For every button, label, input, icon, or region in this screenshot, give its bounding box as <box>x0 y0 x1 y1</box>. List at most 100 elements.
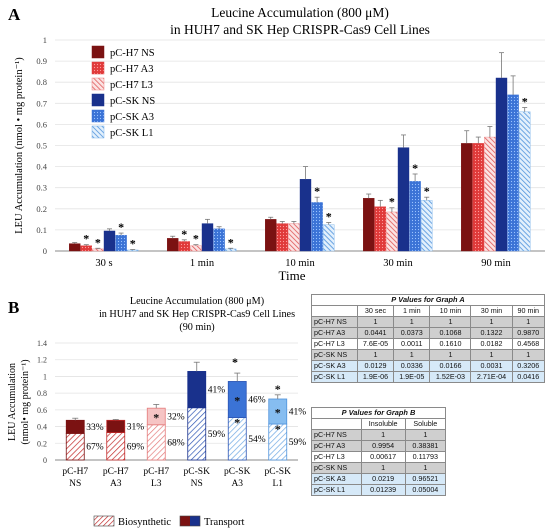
legend-swatch <box>91 61 105 75</box>
p-value-cell: 1 <box>511 316 546 328</box>
y-tick-label: 0.1 <box>36 225 47 235</box>
bar-biosynthetic <box>106 432 126 461</box>
legend-label: pC-SK A3 <box>110 112 154 123</box>
significance-star: * <box>314 184 320 198</box>
bar-pc-sk-a3 <box>115 234 127 252</box>
p-values-table-b: P Values for Graph B Insoluble Soluble pC-… <box>311 407 447 496</box>
transport-percent-label: 33% <box>86 423 104 433</box>
table-header-row: Insoluble Soluble <box>311 418 447 430</box>
legend-label: pC-H7 NS <box>110 48 155 59</box>
legend-swatch <box>91 93 105 107</box>
p-value-cell: 1 <box>429 316 472 328</box>
p-value-cell: 1 <box>470 349 513 361</box>
column-header: 10 min <box>429 305 472 317</box>
p-value-cell: 0.05004 <box>404 484 447 496</box>
p-value-cell: 0.0031 <box>470 360 513 372</box>
y-tick-label: 0.8 <box>36 77 47 87</box>
bar-pc-h7-l3 <box>288 223 300 252</box>
row-label: pC-H7 L3 <box>311 451 362 463</box>
bar-pc-sk-a3 <box>311 202 323 252</box>
p-value-cell: 0.0219 <box>360 473 406 485</box>
p-value-cell: 2.71E-04 <box>470 371 513 383</box>
x-tick-label-line-1: pC-SK <box>224 467 251 477</box>
column-header: 30 sec <box>356 305 395 317</box>
x-tick-label-line-2: A3 <box>110 479 122 489</box>
column-header <box>311 418 362 430</box>
p-value-cell: 1 <box>356 316 395 328</box>
transport-percent-label: 32% <box>167 412 185 422</box>
table-row: pC-SK A3 0.0219 0.96521 <box>311 473 447 485</box>
legend-swatch-transport <box>179 515 201 527</box>
y-axis-title-line-2: (nmol• mg protein⁻¹) <box>20 359 31 444</box>
bar-pc-h7-a3 <box>178 241 191 252</box>
p-value-cell: 0.1068 <box>429 327 472 339</box>
transport-percent-label: 41% <box>289 407 307 417</box>
bar-pc-sk-l1 <box>519 111 531 252</box>
p-value-cell: 0.01239 <box>360 484 406 496</box>
x-tick-label-line-1: pC-H7 <box>103 467 129 477</box>
row-label: pC-SK A3 <box>311 360 358 372</box>
panel-letter-b: B <box>8 298 19 317</box>
y-tick-label: 0.2 <box>36 204 47 214</box>
table-a-caption: P Values for Graph A <box>311 294 545 306</box>
y-tick-label: 1.2 <box>37 356 47 365</box>
significance-star: * <box>118 220 124 234</box>
table-row: pC-H7 L3 0.00617 0.11793 <box>311 451 447 463</box>
transport-percent-label: 31% <box>127 422 145 432</box>
y-tick-label: 0.7 <box>36 98 47 108</box>
bar-pc-h7-ns <box>68 243 81 252</box>
table-row: pC-SK L1 1.9E-06 1.9E-05 1.52E-03 2.71E-04 0.… <box>311 371 546 383</box>
table-row: pC-SK NS 1 1 <box>311 462 447 474</box>
bar-pc-h7-a3 <box>472 143 484 252</box>
legend-swatch <box>91 125 105 139</box>
bar-pc-h7-ns <box>166 238 179 252</box>
p-value-cell: 1.52E-03 <box>429 371 472 383</box>
x-tick-label: 30 s <box>95 258 112 269</box>
table-row: pC-SK L1 0.01239 0.05004 <box>311 484 447 496</box>
y-tick-label: 0 <box>43 246 47 256</box>
p-value-cell: 1 <box>404 462 447 474</box>
row-label: pC-H7 NS <box>311 316 358 328</box>
bar-pc-sk-ns <box>201 223 214 252</box>
p-values-table-a: P Values for Graph A 30 sec 1 min 10 min 30… <box>311 294 546 383</box>
p-value-cell: 0.0441 <box>356 327 395 339</box>
p-value-cell: 0.3206 <box>511 360 546 372</box>
p-value-cell: 1 <box>511 349 546 361</box>
p-value-cell: 0.0011 <box>393 338 431 350</box>
y-axis-title-line-1: LEU Accumulation <box>7 363 18 441</box>
row-label: pC-SK L1 <box>311 484 362 496</box>
significance-star: * <box>275 382 281 396</box>
significance-star: * <box>228 235 234 249</box>
p-value-cell: 1 <box>393 349 431 361</box>
y-tick-label: 0 <box>43 456 47 465</box>
significance-star: * <box>181 227 187 241</box>
bar-pc-h7-ns <box>265 219 277 252</box>
x-tick-label: 30 min <box>383 258 413 269</box>
significance-star: * <box>522 95 528 109</box>
p-value-cell: 1.9E-05 <box>393 371 431 383</box>
p-value-cell: 1 <box>356 349 395 361</box>
column-header: Insoluble <box>360 418 406 430</box>
bar-pc-h7-a3 <box>276 223 288 252</box>
transport-percent-label: 46% <box>248 396 266 406</box>
row-label: pC-H7 NS <box>311 429 362 441</box>
y-tick-label: 0.3 <box>36 183 47 193</box>
chart-b-title-line-3: (90 min) <box>179 322 214 333</box>
x-axis-title: Time <box>279 268 306 283</box>
significance-star: * <box>83 232 89 246</box>
bar-pc-sk-l1 <box>323 224 335 252</box>
p-value-cell: 0.0373 <box>393 327 431 339</box>
significance-star: * <box>130 237 136 251</box>
y-tick-label: 0.5 <box>36 141 47 151</box>
legend-label: pC-SK L1 <box>110 128 153 139</box>
significance-star: * <box>326 210 332 224</box>
table-row: pC-H7 NS 1 1 1 1 1 <box>311 316 546 328</box>
column-header: 1 min <box>393 305 431 317</box>
y-tick-label: 0.2 <box>37 439 47 448</box>
bar-pc-h7-a3 <box>80 245 93 252</box>
column-header: 30 min <box>470 305 513 317</box>
bar-pc-sk-a3 <box>213 228 225 252</box>
p-value-cell: 0.96521 <box>404 473 447 485</box>
table-row: pC-SK NS 1 1 1 1 1 <box>311 349 546 361</box>
